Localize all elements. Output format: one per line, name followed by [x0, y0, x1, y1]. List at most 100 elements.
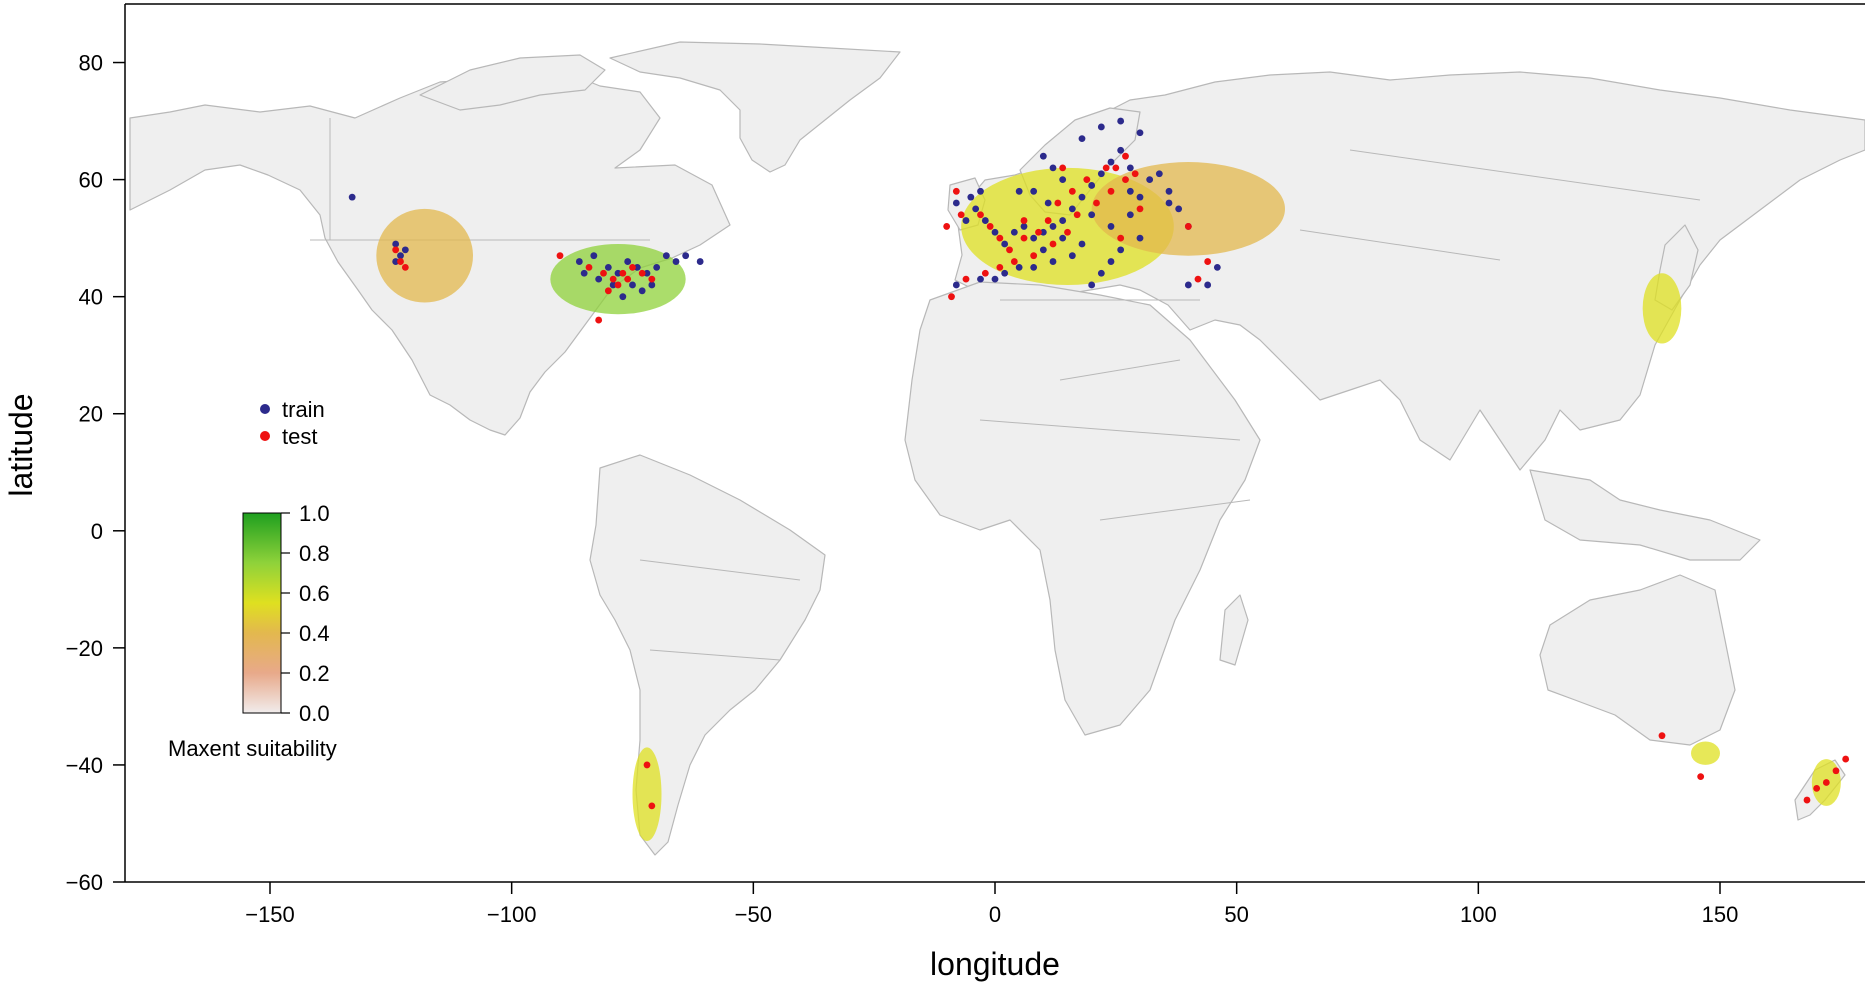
- train-point: [392, 258, 400, 265]
- arctic-islands: [419, 54, 606, 111]
- train-point: [1078, 193, 1086, 201]
- suitability-region: [376, 208, 473, 303]
- x-tick-label: 100: [1460, 902, 1497, 927]
- colorbar-tick-label: 0.6: [299, 581, 330, 606]
- train-point: [1059, 234, 1067, 242]
- train-point: [1078, 240, 1086, 248]
- train-point: [595, 275, 603, 283]
- test-point: [585, 264, 593, 271]
- test-point: [1832, 767, 1840, 775]
- train-point: [1030, 264, 1038, 271]
- test-point: [1020, 217, 1028, 224]
- train-point: [1126, 164, 1134, 172]
- y-tick-label: −40: [66, 753, 103, 778]
- train-point: [1039, 246, 1047, 254]
- colorbar-tick-label: 0.8: [299, 541, 330, 566]
- train-point: [1184, 281, 1192, 289]
- train-point: [682, 252, 690, 260]
- test-point: [1822, 779, 1830, 786]
- train-point: [1136, 129, 1144, 137]
- train-point: [1049, 164, 1057, 172]
- suitability-region: [550, 243, 686, 315]
- train-point: [1049, 258, 1057, 265]
- y-axis: 80 60 40 20 0 −20 −40 −60: [66, 51, 125, 895]
- train-point: [397, 252, 404, 260]
- test-point: [648, 802, 656, 810]
- suitability-regions: [376, 162, 1841, 842]
- train-point: [952, 199, 960, 207]
- test-point: [1044, 217, 1052, 224]
- test-point: [1107, 187, 1115, 195]
- train-point: [1068, 252, 1076, 260]
- test-point: [609, 275, 617, 283]
- test-point: [962, 275, 970, 283]
- test-point: [1122, 176, 1129, 184]
- train-point: [1107, 258, 1115, 265]
- train-point: [609, 281, 617, 289]
- colorbar-title: Maxent suitability: [168, 736, 337, 761]
- train-point: [1204, 281, 1212, 289]
- colorbar-tick-label: 0.4: [299, 621, 330, 646]
- test-point: [629, 264, 636, 271]
- train-point: [977, 275, 984, 283]
- test-point: [1068, 187, 1076, 195]
- train-point: [392, 240, 400, 248]
- train-point: [991, 228, 999, 236]
- suitability-region: [1642, 273, 1682, 344]
- y-axis-title: latitude: [3, 393, 39, 496]
- train-point: [1097, 170, 1105, 178]
- test-point: [1184, 223, 1192, 230]
- train-point: [1001, 269, 1009, 277]
- suitability-region: [632, 747, 662, 842]
- test-point: [1064, 228, 1071, 236]
- train-point: [952, 281, 960, 289]
- test-point: [952, 187, 960, 195]
- test-point: [1093, 199, 1100, 207]
- test-point: [981, 269, 989, 277]
- suitability-region: [1691, 741, 1720, 765]
- x-tick-label: −50: [735, 902, 772, 927]
- test-point: [638, 269, 646, 277]
- legend-test-marker: [260, 431, 270, 441]
- test-point: [1006, 246, 1013, 254]
- train-point: [1049, 223, 1057, 230]
- y-tick-label: 0: [91, 519, 103, 544]
- train-point: [1088, 182, 1096, 189]
- train-point: [972, 205, 980, 213]
- train-point: [1117, 246, 1125, 254]
- train-point: [967, 193, 975, 201]
- train-point: [633, 264, 641, 271]
- train-point: [643, 269, 651, 277]
- train-point: [1126, 211, 1134, 219]
- y-tick-label: 40: [79, 285, 103, 310]
- australia-landmass: [1539, 574, 1736, 746]
- africa-landmass: [904, 281, 1261, 736]
- test-point: [1117, 234, 1125, 242]
- south-america-landmass: [589, 454, 826, 856]
- test-point: [624, 275, 632, 283]
- x-tick-label: −100: [487, 902, 537, 927]
- y-tick-label: 60: [79, 168, 103, 193]
- test-point: [401, 264, 409, 271]
- colorbar: 1.0 0.8 0.6 0.4 0.2 0.0 Maxent suitability: [168, 501, 337, 761]
- train-point: [1088, 211, 1096, 219]
- points-legend: train test: [260, 397, 325, 449]
- test-point: [1030, 252, 1038, 260]
- legend-train-label: train: [282, 397, 325, 422]
- train-point: [962, 217, 970, 224]
- y-tick-label: −60: [66, 870, 103, 895]
- test-point: [1813, 784, 1821, 792]
- train-point: [619, 293, 627, 301]
- train-point: [1136, 193, 1144, 201]
- test-point: [600, 269, 607, 277]
- test-point: [1194, 275, 1202, 283]
- test-point: [1102, 164, 1110, 172]
- y-tick-label: 20: [79, 402, 103, 427]
- test-point: [1020, 234, 1028, 242]
- train-point: [1030, 234, 1038, 242]
- train-point: [1059, 176, 1067, 184]
- train-point: [672, 258, 680, 265]
- train-point: [1097, 269, 1105, 277]
- train-point: [1059, 217, 1067, 224]
